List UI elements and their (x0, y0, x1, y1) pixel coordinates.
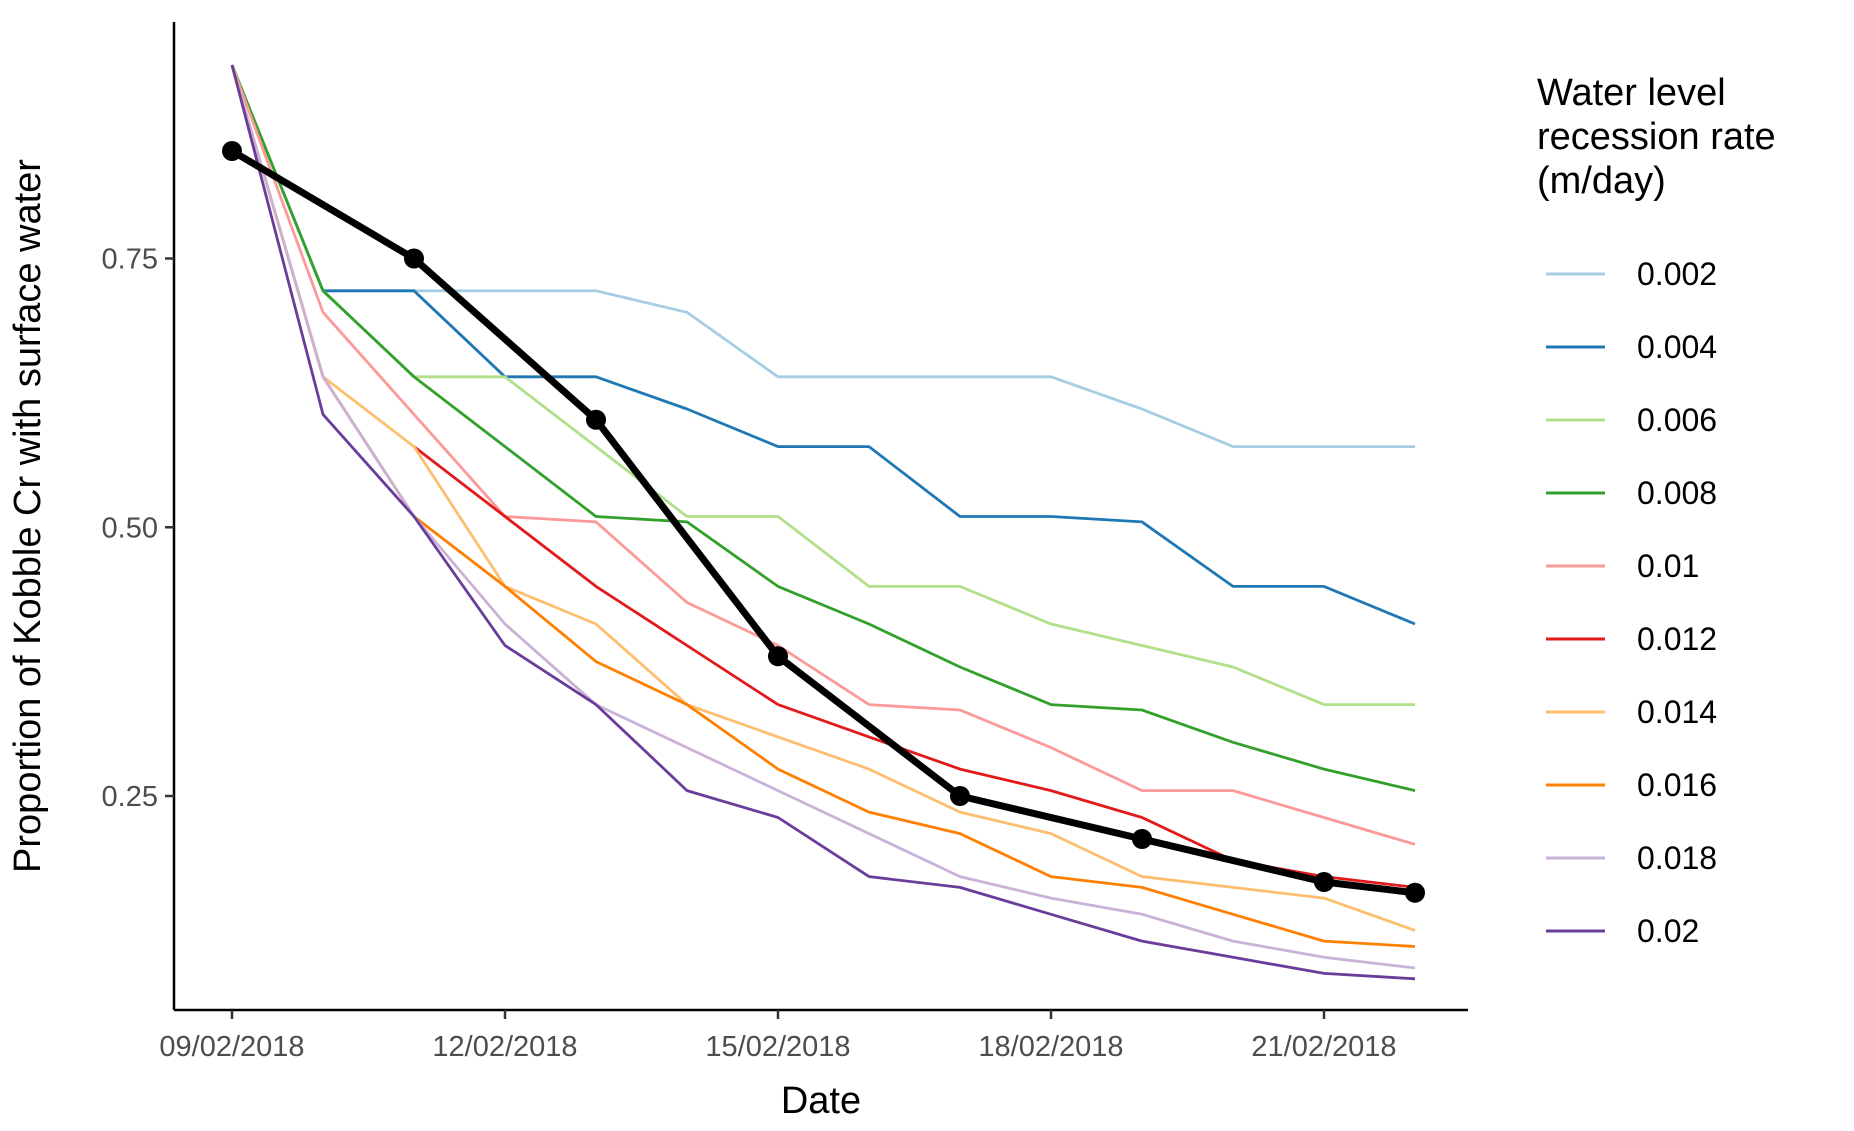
series-line-0-012 (413, 445, 1416, 889)
legend-label: 0.02 (1637, 913, 1699, 949)
legend-title-line: recession rate (1537, 116, 1776, 158)
y-tick-label: 0.25 (102, 781, 158, 813)
observed-point (768, 646, 788, 667)
observed-point (222, 141, 242, 161)
y-tick-label: 0.50 (102, 512, 158, 544)
legend-label: 0.01 (1637, 548, 1699, 584)
axes: 0.25 0.50 0.75 09/02/2018 12/02/2018 15/02/20… (102, 22, 1468, 1063)
x-tick-label: 21/02/2018 (1251, 1031, 1396, 1063)
observed-point (950, 786, 970, 806)
series-lines (230, 64, 1416, 981)
legend-title-line: Water level (1537, 72, 1726, 114)
x-tick-label: 18/02/2018 (978, 1031, 1123, 1063)
legend-label: 0.006 (1637, 402, 1717, 438)
x-tick-label: 12/02/2018 (432, 1031, 577, 1063)
series-line-0-014 (230, 64, 1416, 932)
observed-line (230, 147, 1416, 897)
x-tick-label: 09/02/2018 (159, 1031, 304, 1063)
legend-title-line: (m/day) (1537, 160, 1666, 202)
series-line-0-004 (230, 64, 1416, 626)
observed-point (1405, 882, 1425, 903)
observed-point (586, 409, 606, 430)
x-tick-label: 15/02/2018 (705, 1031, 850, 1063)
legend-label: 0.012 (1637, 621, 1717, 657)
observed-point (1132, 829, 1152, 849)
legend-label: 0.008 (1637, 475, 1717, 511)
series-line-0-006 (230, 64, 1415, 706)
legend-label: 0.018 (1637, 840, 1717, 876)
legend-label: 0.016 (1637, 767, 1717, 803)
observed-point (404, 248, 424, 269)
legend-label: 0.014 (1637, 694, 1717, 730)
series-line-0-016 (230, 64, 1416, 948)
series-line-0-018 (230, 64, 1416, 970)
x-axis-title: Date (781, 1080, 861, 1122)
series-line-0-008 (230, 64, 1416, 792)
observed-series (222, 141, 1425, 903)
series-line-0-01 (230, 64, 1416, 846)
legend-label: 0.004 (1637, 329, 1717, 365)
y-tick-label: 0.75 (102, 244, 158, 276)
observed-point (1314, 872, 1334, 892)
series-line-0-02 (230, 64, 1416, 981)
legend-label: 0.002 (1637, 256, 1717, 292)
series-line-0-002 (230, 64, 1415, 448)
y-axis-title: Proportion of Kobble Cr with surface wat… (7, 159, 49, 873)
